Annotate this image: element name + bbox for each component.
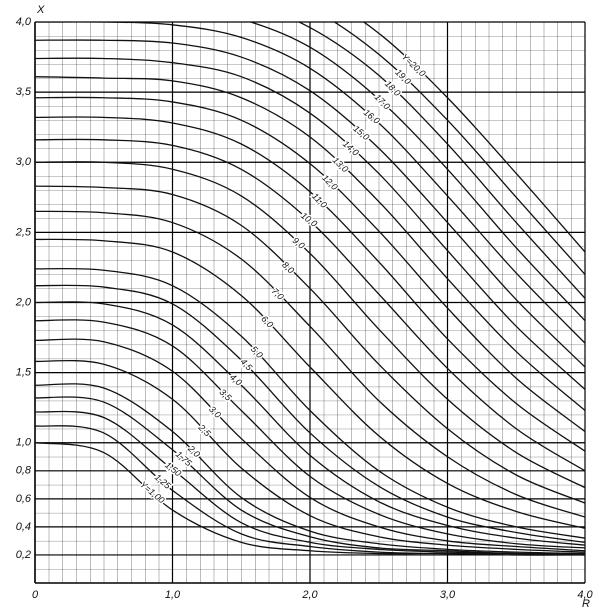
y-tick-label: 0,2 [16,549,31,561]
curve [35,383,585,555]
curve [35,442,585,556]
curves [35,22,585,556]
curve [35,210,585,518]
x-axis-label: R [582,598,590,610]
curve [35,396,585,555]
curve [35,238,585,529]
y-tick-label: 0,6 [16,493,32,505]
x-tick-label: 3,0 [440,589,456,601]
curve [35,359,585,553]
curve [35,22,585,344]
y-tick-label: 0,4 [16,521,31,533]
curve [35,76,585,411]
y-tick-label: 2,0 [15,296,32,308]
x-tick-label: 1,0 [165,589,181,601]
curve [35,185,585,504]
y-tick-label: 4,0 [16,16,32,28]
y-axis-label: X [36,4,45,16]
y-tick-label: 1,0 [16,437,32,449]
curve [362,22,585,253]
y-tick-label: 0,8 [16,465,32,477]
curve [333,22,585,275]
curve [35,39,585,368]
curve [35,96,585,433]
curve [35,267,585,539]
curve [35,57,585,390]
y-tick-label: 1,5 [16,367,32,379]
curve [35,338,585,552]
x-tick-label: 0 [32,589,39,601]
curve [248,22,585,322]
curve [35,301,585,546]
curve [35,138,585,472]
x-tick-label: 4,0 [577,589,593,601]
curve [35,161,585,489]
curve [35,319,585,549]
curve [297,22,585,299]
y-tick-label: 3,5 [16,86,32,98]
curve [35,116,585,452]
y-tick-label: 2,5 [15,226,32,238]
y-tick-label: 3,0 [16,156,32,168]
x-tick-label: 2,0 [301,589,318,601]
curve [35,284,585,543]
